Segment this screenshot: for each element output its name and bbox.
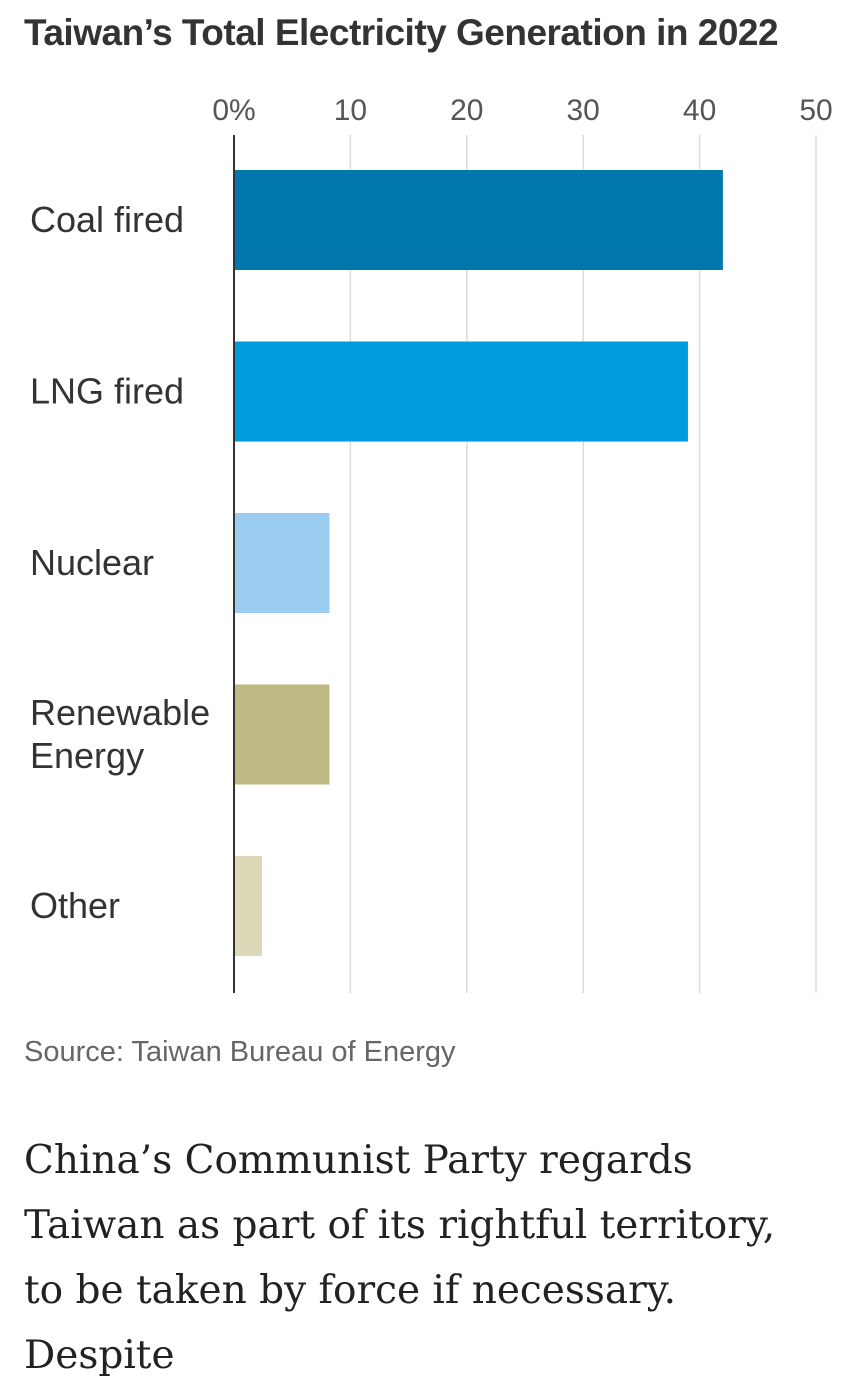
bar-chart: 0% 10 20 30 40 50 Coal fired LNG fired Nuclear Re… [30, 94, 833, 993]
category-label: Renewable [30, 692, 210, 733]
bar [234, 170, 723, 270]
article-body: China’s Communist Party regards Taiwan a… [24, 1128, 824, 1388]
category-label: Energy [30, 735, 144, 776]
article-paragraph: China’s Communist Party regards Taiwan a… [24, 1138, 776, 1378]
category-label: Other [30, 885, 120, 926]
x-tick-label: 0% [212, 94, 255, 127]
category-label: Nuclear [30, 542, 154, 583]
bar [234, 513, 330, 613]
bar [234, 341, 688, 442]
x-tick-label: 30 [567, 94, 600, 127]
chart-source: Source: Taiwan Bureau of Energy [24, 1036, 456, 1068]
bar [234, 856, 262, 956]
bar [234, 684, 330, 785]
x-tick-label: 50 [799, 94, 832, 127]
x-tick-label: 10 [334, 94, 367, 127]
x-tick-label: 20 [450, 94, 483, 127]
category-label: LNG fired [30, 371, 184, 412]
x-tick-label: 40 [683, 94, 716, 127]
chart-title: Taiwan’s Total Electricity Generation in… [24, 12, 779, 53]
category-label: Coal fired [30, 199, 184, 240]
